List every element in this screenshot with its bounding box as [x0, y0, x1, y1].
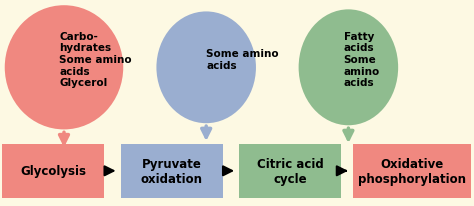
Text: Carbo-
hydrates
Some amino
acids
Glycerol: Carbo- hydrates Some amino acids Glycero…: [59, 32, 132, 88]
FancyBboxPatch shape: [2, 144, 104, 198]
FancyBboxPatch shape: [121, 144, 223, 198]
Ellipse shape: [5, 6, 123, 130]
Text: Pyruvate
oxidation: Pyruvate oxidation: [141, 157, 203, 185]
Ellipse shape: [299, 10, 398, 126]
FancyBboxPatch shape: [239, 144, 341, 198]
Text: Citric acid
cycle: Citric acid cycle: [257, 157, 324, 185]
Text: Some amino
acids: Some amino acids: [206, 49, 279, 70]
Text: Oxidative
phosphorylation: Oxidative phosphorylation: [358, 157, 466, 185]
Ellipse shape: [156, 12, 256, 124]
FancyBboxPatch shape: [353, 144, 471, 198]
Text: Glycolysis: Glycolysis: [20, 165, 86, 177]
Text: Fatty
acids
Some
amino
acids: Fatty acids Some amino acids: [344, 32, 380, 88]
